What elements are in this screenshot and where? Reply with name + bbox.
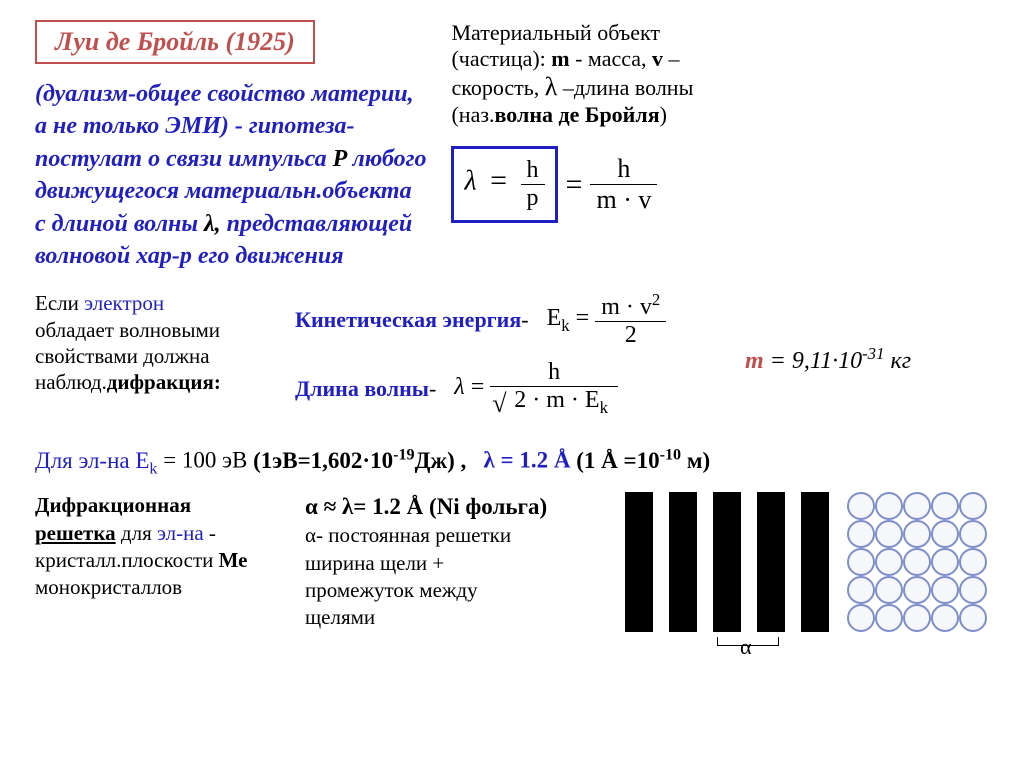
impulse-P: P [333, 146, 347, 172]
lattice-atom [931, 492, 959, 520]
example-line: Для эл-на Ek = 100 эВ (1эВ=1,602·10-19Дж… [35, 446, 989, 478]
grating-bar [713, 492, 741, 632]
lattice-atom [847, 520, 875, 548]
grating-gap [741, 492, 757, 632]
lattice-atom [931, 576, 959, 604]
title: Луи де Бройль (1925) [55, 27, 295, 56]
lattice-atom [875, 492, 903, 520]
lattice-atom [931, 604, 959, 632]
formula-box: λ = h p [451, 146, 557, 223]
crystal-lattice-diagram [847, 492, 987, 632]
wavelength-row: Длина волны - λ = h 2 · m · Ek [295, 359, 745, 418]
lattice-atom [959, 576, 987, 604]
lattice-atom [903, 576, 931, 604]
alpha-description: α ≈ λ= 1.2 Å (Ni фольга) α- постоянная р… [305, 492, 625, 632]
lattice-atom [959, 520, 987, 548]
desc-line: (дуализм-общее свойство материи, [35, 78, 426, 110]
grating-bar [801, 492, 829, 632]
grating-bar [757, 492, 785, 632]
grating-gap [785, 492, 801, 632]
lattice-atom [903, 492, 931, 520]
desc-line: а не только ЭМИ) - гипотеза- [35, 110, 426, 142]
grating-gap [697, 492, 713, 632]
lattice-atom [875, 604, 903, 632]
lattice-atom [903, 604, 931, 632]
lattice-atom [875, 520, 903, 548]
de-broglie-formula: λ = h p = h m · v [451, 146, 693, 223]
grating-gap [653, 492, 669, 632]
lattice-atom [875, 576, 903, 604]
desc-line: волновой хар-р его движения [35, 240, 426, 272]
lambda-symbol: λ, [204, 211, 221, 237]
lattice-atom [959, 492, 987, 520]
grating-bar [669, 492, 697, 632]
lattice-atom [931, 548, 959, 576]
lattice-atom [959, 548, 987, 576]
lattice-atom [931, 520, 959, 548]
title-box: Луи де Бройль (1925) [35, 20, 315, 64]
desc-line: с длиной волны λ, представляющей [35, 208, 426, 240]
electron-diffraction-text: Если электрон обладает волновыми свойств… [35, 290, 295, 428]
particle-intro: Материальный объект (частица): m - масса… [451, 20, 693, 272]
main-description: (дуализм-общее свойство материи, а не то… [35, 78, 426, 272]
desc-line: движущегося материальн.объекта [35, 175, 426, 207]
grating-description: Дифракционная решетка для эл-на - криста… [35, 492, 305, 632]
diffraction-grating-diagram [625, 492, 829, 632]
grating-alpha-label: α [740, 634, 752, 660]
lattice-atom [959, 604, 987, 632]
lattice-atom [847, 492, 875, 520]
lattice-atom [847, 576, 875, 604]
lattice-atom [847, 548, 875, 576]
lattice-atom [903, 548, 931, 576]
lattice-atom [875, 548, 903, 576]
kinetic-energy-row: Кинетическая энергия - Ek = m · v2 2 [295, 290, 745, 349]
grating-bar [625, 492, 653, 632]
lattice-atom [847, 604, 875, 632]
desc-line: постулат о связи импульса P любого [35, 143, 426, 175]
electron-mass: m = 9,11·10-31 кг [745, 344, 911, 375]
lattice-atom [903, 520, 931, 548]
